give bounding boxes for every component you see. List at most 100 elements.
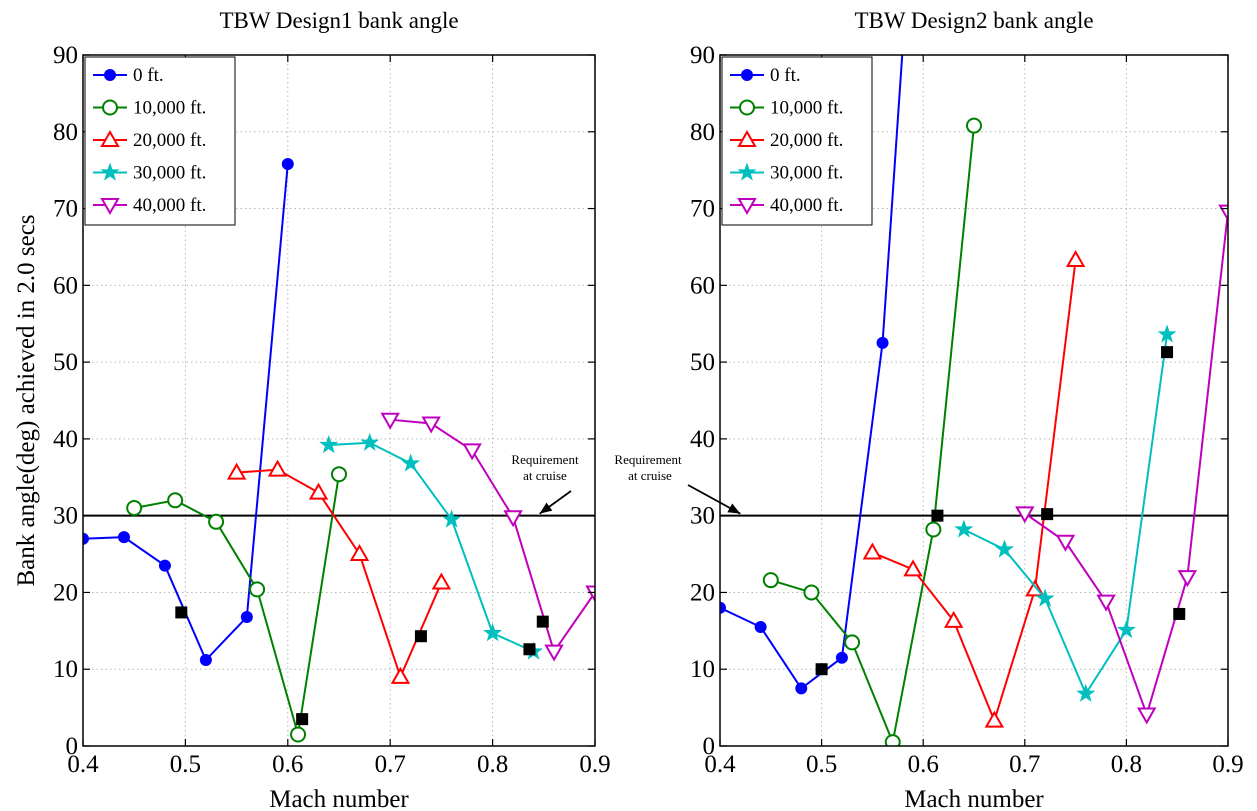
legend-marker — [741, 69, 753, 81]
data-point — [199, 654, 212, 667]
data-point — [208, 513, 225, 530]
data-point — [994, 539, 1015, 558]
data-point — [1116, 620, 1136, 639]
legend: 0 ft. 10,000 ft. 20,000 ft. 30,000 ft. 40,00… — [84, 56, 236, 226]
legend: 0 ft. 10,000 ft. 20,000 ft. 30,000 ft. 40,00… — [721, 56, 873, 226]
series-line — [390, 418, 595, 654]
data-point — [862, 542, 883, 560]
x-tick-label: 0.5 — [806, 751, 837, 778]
chart-title: TBW Design1 bank angle — [219, 8, 458, 33]
chart-title: TBW Design2 bank angle — [854, 8, 1093, 33]
data-point — [954, 519, 974, 538]
y-tick-label: 90 — [690, 42, 715, 69]
legend-label: 0 ft. — [770, 65, 801, 86]
data-point — [83, 532, 89, 545]
data-point — [585, 585, 595, 603]
y-tick-label: 70 — [53, 196, 78, 223]
y-axis-label: Bank angle(deg) achieved in 2.0 secs — [13, 214, 40, 586]
data-point — [126, 499, 143, 516]
data-point — [1065, 249, 1086, 267]
data-point — [442, 509, 462, 528]
data-point — [884, 734, 901, 746]
data-point — [1177, 570, 1198, 588]
data-point — [240, 611, 253, 624]
x-axis-label: Mach number — [269, 786, 409, 811]
y-tick-label: 30 — [53, 503, 78, 530]
data-point — [380, 412, 400, 430]
legend-label: 40,000 ft. — [133, 195, 206, 216]
data-point — [544, 644, 564, 662]
x-tick-label: 0.6 — [272, 751, 303, 778]
data-point — [835, 651, 848, 664]
data-point — [249, 581, 266, 598]
legend-label: 20,000 ft. — [133, 130, 206, 151]
y-tick-label: 30 — [690, 503, 715, 530]
series-line — [1024, 211, 1228, 718]
cruise-point — [296, 713, 309, 726]
cruise-point — [1173, 607, 1186, 620]
data-point — [503, 510, 523, 528]
y-tick-label: 10 — [690, 656, 715, 683]
data-point — [401, 453, 421, 472]
legend-label: 20,000 ft. — [770, 130, 843, 151]
cruise-point — [1161, 346, 1174, 359]
y-tick-label: 70 — [690, 196, 715, 223]
legend-label: 10,000 ft. — [133, 98, 206, 119]
legend-marker — [102, 99, 118, 116]
axes-frame — [82, 54, 596, 747]
data-point — [226, 462, 247, 480]
data-point — [281, 158, 294, 171]
cruise-point — [931, 509, 944, 522]
data-point — [803, 584, 820, 601]
data-point — [925, 521, 942, 538]
legend-label: 0 ft. — [133, 65, 164, 86]
x-tick-label: 0.8 — [477, 751, 508, 778]
data-point — [943, 610, 964, 628]
data-point — [390, 666, 411, 684]
y-tick-label: 0 — [703, 733, 716, 760]
data-point — [1096, 594, 1116, 612]
y-tick-label: 40 — [53, 426, 78, 453]
data-point — [349, 544, 370, 562]
data-point — [1157, 324, 1177, 343]
cruise-point — [523, 643, 536, 656]
data-point — [308, 482, 329, 500]
data-point — [903, 559, 923, 577]
annotation-arrowhead — [727, 503, 741, 514]
y-tick-label: 0 — [66, 733, 79, 760]
x-tick-label: 0.4 — [67, 751, 99, 778]
data-point — [984, 710, 1005, 728]
data-point — [876, 336, 889, 349]
data-point — [795, 682, 808, 695]
legend-marker — [739, 99, 755, 116]
data-point — [1076, 683, 1096, 702]
cruise-point — [815, 663, 828, 676]
y-tick-label: 50 — [53, 349, 78, 376]
data-point — [1136, 707, 1157, 725]
y-tick-label: 20 — [690, 579, 715, 606]
y-tick-label: 10 — [53, 656, 78, 683]
y-tick-label: 50 — [690, 349, 715, 376]
x-tick-label: 0.4 — [704, 751, 736, 778]
data-point — [421, 416, 441, 434]
data-point — [167, 492, 184, 509]
chart-design2: 0 10 20 30 40 50 60 70 80 90 0.4 0.5 0.6 0.7 0.8 0.9 TBW… — [614, 8, 1243, 811]
x-tick-label: 0.7 — [375, 751, 406, 778]
data-point — [762, 572, 779, 589]
x-tick-label: 0.8 — [1111, 751, 1142, 778]
data-point — [1055, 534, 1076, 552]
cruise-point — [175, 606, 188, 619]
legend-label: 10,000 ft. — [770, 98, 843, 119]
x-tick-label: 0.6 — [908, 751, 939, 778]
data-point — [720, 601, 726, 614]
data-point — [483, 623, 503, 642]
series-line — [236, 468, 443, 680]
annotation-line1: Requirement — [511, 452, 579, 467]
cruise-point — [1041, 508, 1054, 521]
data-point — [319, 435, 339, 454]
annotation-line1: Requirement — [614, 452, 682, 467]
series-line — [963, 334, 1169, 696]
y-tick-label: 80 — [53, 119, 78, 146]
